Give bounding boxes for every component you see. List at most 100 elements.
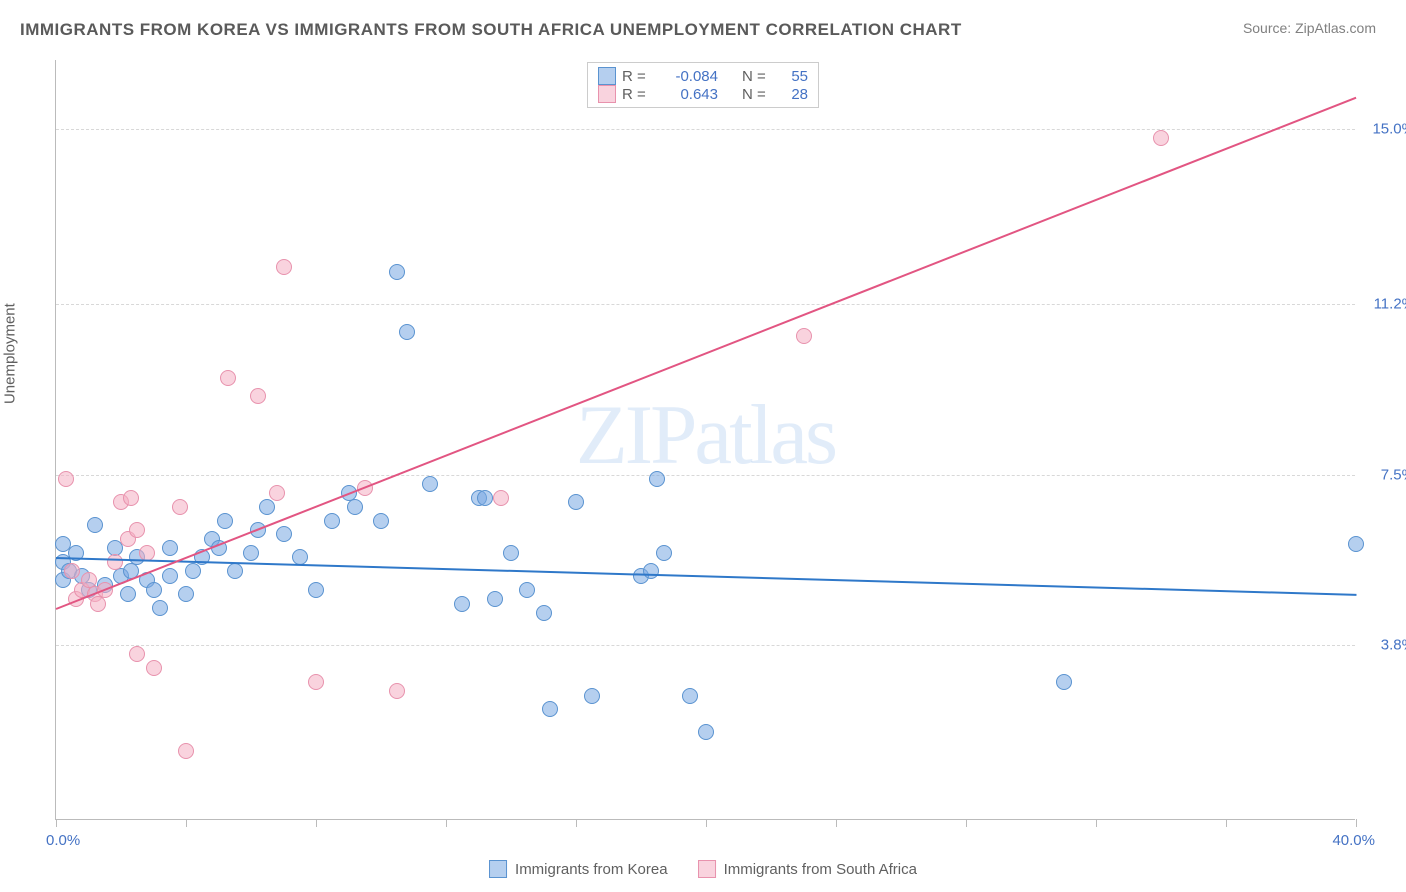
legend-item-korea: Immigrants from Korea xyxy=(489,860,668,878)
x-tick-label: 0.0% xyxy=(46,832,80,849)
data-point-korea xyxy=(568,494,584,510)
data-point-korea xyxy=(542,701,558,717)
y-axis-label: Unemployment xyxy=(2,303,19,404)
data-point-south_africa xyxy=(129,522,145,538)
data-point-korea xyxy=(152,600,168,616)
data-point-south_africa xyxy=(220,370,236,386)
data-point-korea xyxy=(87,517,103,533)
data-point-south_africa xyxy=(64,563,80,579)
data-point-korea xyxy=(185,563,201,579)
x-tick xyxy=(1096,819,1097,827)
data-point-south_africa xyxy=(796,328,812,344)
watermark-text: ZIPatlas xyxy=(576,386,835,484)
data-point-south_africa xyxy=(269,485,285,501)
data-point-south_africa xyxy=(389,683,405,699)
chart-title: IMMIGRANTS FROM KOREA VS IMMIGRANTS FROM… xyxy=(20,20,962,40)
grid-line-h xyxy=(56,475,1355,476)
legend-row-korea: R = -0.084 N = 55 xyxy=(598,67,808,85)
watermark-zip: ZIP xyxy=(576,388,695,482)
trend-line-south_africa xyxy=(56,97,1357,610)
x-tick xyxy=(446,819,447,827)
plot-area: ZIPatlas 3.8%7.5%11.2%15.0%0.0%40.0% xyxy=(55,60,1355,820)
source-attribution: Source: ZipAtlas.com xyxy=(1243,20,1376,36)
data-point-korea xyxy=(682,688,698,704)
data-point-korea xyxy=(120,586,136,602)
data-point-korea xyxy=(227,563,243,579)
n-value: 55 xyxy=(778,68,808,85)
data-point-south_africa xyxy=(308,674,324,690)
data-point-korea xyxy=(146,582,162,598)
x-tick xyxy=(1226,819,1227,827)
data-point-south_africa xyxy=(90,596,106,612)
data-point-korea xyxy=(308,582,324,598)
data-point-korea xyxy=(698,724,714,740)
data-point-south_africa xyxy=(58,471,74,487)
y-tick-label: 11.2% xyxy=(1374,296,1406,313)
data-point-korea xyxy=(519,582,535,598)
data-point-south_africa xyxy=(250,388,266,404)
source-name: ZipAtlas.com xyxy=(1295,20,1376,36)
trend-line-korea xyxy=(56,557,1356,596)
data-point-korea xyxy=(178,586,194,602)
data-point-korea xyxy=(1348,536,1364,552)
data-point-south_africa xyxy=(493,490,509,506)
data-point-korea xyxy=(454,596,470,612)
x-tick xyxy=(56,819,57,827)
data-point-south_africa xyxy=(172,499,188,515)
r-value: -0.084 xyxy=(658,68,718,85)
y-tick-label: 15.0% xyxy=(1372,121,1406,138)
data-point-south_africa xyxy=(146,660,162,676)
r-label: R = xyxy=(622,86,652,103)
grid-line-h xyxy=(56,645,1355,646)
data-point-korea xyxy=(276,526,292,542)
y-tick-label: 3.8% xyxy=(1381,636,1406,653)
legend-label: Immigrants from Korea xyxy=(515,861,668,878)
data-point-korea xyxy=(1056,674,1072,690)
legend-swatch xyxy=(598,85,616,103)
data-point-south_africa xyxy=(107,554,123,570)
x-tick xyxy=(836,819,837,827)
data-point-korea xyxy=(243,545,259,561)
x-tick xyxy=(576,819,577,827)
legend-swatch xyxy=(598,67,616,85)
data-point-korea xyxy=(422,476,438,492)
source-prefix: Source: xyxy=(1243,20,1295,36)
data-point-korea xyxy=(477,490,493,506)
data-point-korea xyxy=(399,324,415,340)
data-point-korea xyxy=(373,513,389,529)
data-point-korea xyxy=(389,264,405,280)
data-point-korea xyxy=(217,513,233,529)
legend-swatch xyxy=(489,860,507,878)
data-point-south_africa xyxy=(129,646,145,662)
data-point-korea xyxy=(347,499,363,515)
grid-line-h xyxy=(56,304,1355,305)
n-value: 28 xyxy=(778,86,808,103)
data-point-korea xyxy=(162,568,178,584)
x-tick xyxy=(316,819,317,827)
data-point-south_africa xyxy=(178,743,194,759)
legend-swatch xyxy=(698,860,716,878)
legend-item-south_africa: Immigrants from South Africa xyxy=(698,860,917,878)
watermark-atlas: atlas xyxy=(694,388,835,482)
r-value: 0.643 xyxy=(658,86,718,103)
data-point-korea xyxy=(536,605,552,621)
legend-label: Immigrants from South Africa xyxy=(724,861,917,878)
n-label: N = xyxy=(742,68,772,85)
data-point-korea xyxy=(503,545,519,561)
data-point-south_africa xyxy=(123,490,139,506)
r-label: R = xyxy=(622,68,652,85)
x-tick xyxy=(966,819,967,827)
x-tick xyxy=(1356,819,1357,827)
correlation-legend: R = -0.084 N = 55 R = 0.643 N = 28 xyxy=(587,62,819,108)
data-point-korea xyxy=(584,688,600,704)
data-point-south_africa xyxy=(1153,130,1169,146)
x-tick xyxy=(706,819,707,827)
series-legend: Immigrants from Korea Immigrants from Sou… xyxy=(489,860,917,878)
y-tick-label: 7.5% xyxy=(1381,466,1406,483)
data-point-south_africa xyxy=(276,259,292,275)
n-label: N = xyxy=(742,86,772,103)
data-point-korea xyxy=(656,545,672,561)
data-point-korea xyxy=(162,540,178,556)
data-point-korea xyxy=(487,591,503,607)
x-tick xyxy=(186,819,187,827)
